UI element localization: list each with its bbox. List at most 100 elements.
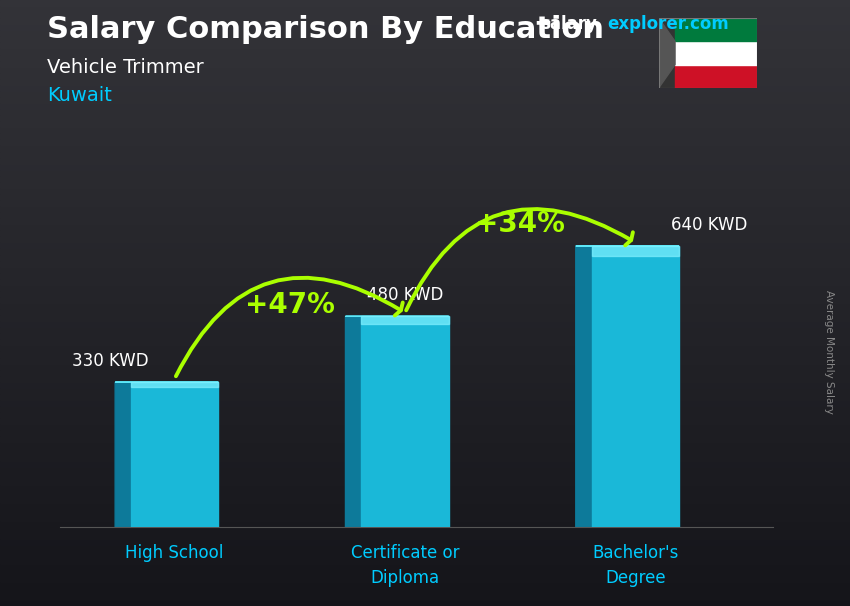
- Bar: [0, 279, 850, 285]
- Bar: [0, 333, 850, 339]
- Bar: [0, 479, 850, 485]
- Bar: [0, 121, 850, 127]
- Bar: [0, 206, 850, 212]
- Text: salary: salary: [540, 15, 597, 33]
- Text: +47%: +47%: [245, 291, 335, 319]
- Bar: [0, 315, 850, 321]
- Bar: [0, 255, 850, 261]
- Bar: [0, 158, 850, 164]
- Bar: [0, 261, 850, 267]
- Bar: [0, 145, 850, 152]
- Bar: [0, 430, 850, 436]
- Bar: [0, 303, 850, 309]
- Bar: [0, 170, 850, 176]
- Bar: [0, 576, 850, 582]
- Bar: [0, 242, 850, 248]
- Bar: [0, 236, 850, 242]
- Bar: [0, 97, 850, 103]
- Bar: [0, 6, 850, 12]
- Text: Salary Comparison By Education: Salary Comparison By Education: [47, 15, 603, 44]
- Bar: [0, 448, 850, 454]
- Bar: [0, 285, 850, 291]
- Polygon shape: [575, 246, 592, 527]
- Bar: [361, 316, 449, 527]
- Bar: [0, 297, 850, 303]
- Bar: [0, 0, 850, 6]
- Bar: [675, 65, 756, 88]
- Bar: [0, 321, 850, 327]
- Bar: [0, 55, 850, 61]
- Bar: [0, 152, 850, 158]
- Bar: [0, 133, 850, 139]
- Bar: [361, 316, 449, 324]
- Bar: [0, 230, 850, 236]
- Bar: [0, 12, 850, 18]
- Bar: [0, 461, 850, 467]
- Bar: [131, 382, 218, 387]
- Text: Vehicle Trimmer: Vehicle Trimmer: [47, 58, 203, 76]
- Text: Kuwait: Kuwait: [47, 86, 111, 105]
- Bar: [0, 248, 850, 255]
- Bar: [0, 139, 850, 145]
- Bar: [0, 351, 850, 358]
- Bar: [0, 594, 850, 600]
- Bar: [0, 164, 850, 170]
- Bar: [0, 267, 850, 273]
- Bar: [0, 551, 850, 558]
- Bar: [0, 364, 850, 370]
- Bar: [592, 246, 679, 527]
- Bar: [0, 188, 850, 194]
- Bar: [0, 412, 850, 418]
- Bar: [0, 212, 850, 218]
- Bar: [0, 376, 850, 382]
- Bar: [592, 246, 679, 256]
- Bar: [0, 539, 850, 545]
- Bar: [131, 382, 218, 527]
- Bar: [0, 127, 850, 133]
- Bar: [0, 570, 850, 576]
- Bar: [0, 467, 850, 473]
- Bar: [0, 485, 850, 491]
- Bar: [0, 527, 850, 533]
- Bar: [0, 382, 850, 388]
- Bar: [0, 115, 850, 121]
- Bar: [0, 200, 850, 206]
- Bar: [0, 309, 850, 315]
- Bar: [0, 291, 850, 297]
- Bar: [0, 218, 850, 224]
- Bar: [0, 36, 850, 42]
- Bar: [0, 497, 850, 503]
- Bar: [0, 424, 850, 430]
- Bar: [0, 194, 850, 200]
- Bar: [0, 388, 850, 394]
- Bar: [0, 176, 850, 182]
- Polygon shape: [345, 316, 361, 527]
- Bar: [675, 41, 756, 65]
- Polygon shape: [659, 18, 675, 88]
- Bar: [0, 67, 850, 73]
- Text: 480 KWD: 480 KWD: [367, 286, 443, 304]
- Bar: [675, 18, 756, 41]
- Bar: [0, 109, 850, 115]
- Polygon shape: [115, 382, 131, 527]
- Bar: [0, 521, 850, 527]
- Bar: [0, 491, 850, 497]
- Bar: [0, 600, 850, 606]
- Bar: [0, 588, 850, 594]
- Bar: [0, 370, 850, 376]
- Bar: [0, 18, 850, 24]
- Text: 640 KWD: 640 KWD: [671, 216, 747, 234]
- Bar: [0, 418, 850, 424]
- Bar: [0, 515, 850, 521]
- Bar: [0, 85, 850, 91]
- Bar: [0, 442, 850, 448]
- Bar: [0, 558, 850, 564]
- Bar: [0, 509, 850, 515]
- Bar: [0, 436, 850, 442]
- Bar: [0, 48, 850, 55]
- Bar: [0, 273, 850, 279]
- Bar: [0, 582, 850, 588]
- Bar: [0, 79, 850, 85]
- Bar: [0, 339, 850, 345]
- Text: explorer.com: explorer.com: [607, 15, 728, 33]
